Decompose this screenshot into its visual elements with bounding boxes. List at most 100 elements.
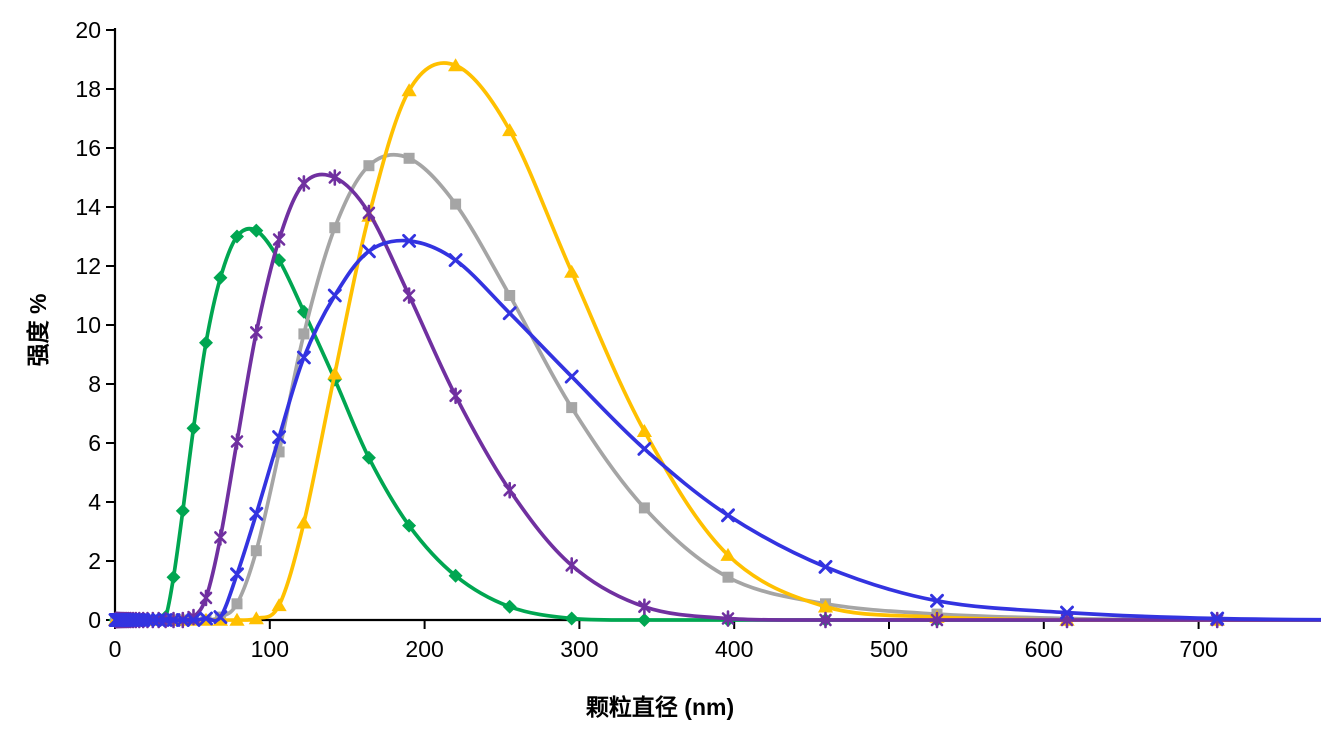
asterisk-marker bbox=[819, 611, 832, 629]
gold-triangle-series-line bbox=[113, 61, 1321, 623]
x-marker bbox=[213, 610, 228, 625]
triangle-marker bbox=[271, 598, 287, 612]
asterisk-marker bbox=[565, 557, 578, 574]
triangle-marker bbox=[817, 599, 834, 613]
diamond-marker bbox=[175, 503, 190, 518]
x-marker bbox=[296, 350, 311, 365]
x-tick-label: 700 bbox=[1179, 636, 1217, 662]
x-marker bbox=[186, 613, 201, 627]
square-marker bbox=[450, 198, 462, 210]
x-marker bbox=[402, 233, 417, 248]
y-tick-label: 6 bbox=[88, 430, 101, 456]
x-marker bbox=[199, 611, 213, 626]
y-tick-label: 8 bbox=[88, 371, 101, 397]
square-marker bbox=[273, 446, 285, 458]
asterisk-marker bbox=[638, 598, 651, 615]
asterisk-marker bbox=[214, 529, 227, 546]
asterisk-marker bbox=[199, 589, 213, 607]
y-axis-title: 强度 % bbox=[25, 293, 51, 367]
triangle-marker bbox=[564, 264, 580, 278]
asterisk-marker bbox=[930, 611, 944, 629]
y-tick-label: 0 bbox=[88, 607, 101, 633]
asterisk-marker bbox=[503, 481, 516, 499]
x-marker bbox=[448, 253, 463, 268]
triangle-marker bbox=[720, 547, 736, 561]
x-marker bbox=[721, 508, 735, 523]
diamond-marker bbox=[361, 450, 376, 465]
asterisk-marker bbox=[272, 231, 286, 248]
triangle-marker bbox=[502, 123, 518, 137]
x-marker bbox=[502, 306, 517, 321]
asterisk-marker bbox=[250, 324, 263, 341]
asterisk-marker bbox=[721, 610, 735, 627]
diamond-marker bbox=[186, 421, 201, 436]
green-diamond-series-line bbox=[113, 226, 1321, 623]
x-marker bbox=[930, 593, 944, 608]
y-tick-label: 18 bbox=[75, 76, 101, 102]
x-marker bbox=[1060, 605, 1074, 620]
x-marker bbox=[136, 613, 151, 627]
diamond-marker bbox=[448, 568, 463, 583]
blue-x-series-markers bbox=[108, 233, 1225, 627]
y-tick-label: 14 bbox=[75, 194, 101, 220]
asterisk-marker bbox=[362, 204, 376, 222]
square-marker bbox=[638, 502, 650, 514]
x-marker bbox=[1210, 611, 1225, 626]
x-tick-label: 500 bbox=[870, 636, 908, 662]
x-marker bbox=[230, 567, 244, 582]
x-marker bbox=[361, 244, 376, 259]
asterisk-marker bbox=[297, 175, 311, 192]
x-marker bbox=[249, 506, 264, 521]
diamond-marker bbox=[502, 599, 517, 614]
x-marker bbox=[272, 430, 287, 445]
triangle-marker bbox=[636, 424, 652, 437]
y-tick-label: 20 bbox=[75, 17, 101, 43]
square-marker bbox=[250, 545, 262, 557]
diamond-marker bbox=[199, 335, 213, 350]
square-marker bbox=[298, 328, 310, 340]
square-marker bbox=[722, 571, 734, 583]
x-axis-title: 颗粒直径 (nm) bbox=[585, 694, 735, 720]
square-marker bbox=[329, 222, 341, 234]
diamond-marker bbox=[166, 570, 181, 585]
diamond-marker bbox=[230, 229, 244, 244]
x-tick-label: 600 bbox=[1025, 636, 1063, 662]
y-tick-label: 10 bbox=[75, 312, 101, 338]
asterisk-marker bbox=[328, 169, 342, 186]
square-marker bbox=[231, 598, 243, 610]
x-marker bbox=[327, 288, 342, 303]
asterisk-marker bbox=[449, 387, 462, 405]
x-marker bbox=[637, 441, 652, 456]
diamond-marker bbox=[402, 518, 417, 533]
square-marker bbox=[363, 160, 375, 172]
triangle-marker bbox=[327, 366, 343, 380]
diamond-marker bbox=[637, 613, 652, 627]
triangle-marker bbox=[296, 515, 312, 529]
triangle-marker bbox=[248, 611, 264, 625]
triangle-marker bbox=[401, 83, 417, 97]
y-tick-label: 4 bbox=[88, 489, 101, 515]
x-marker bbox=[175, 613, 190, 627]
asterisk-marker bbox=[230, 433, 244, 450]
x-tick-label: 0 bbox=[109, 636, 122, 662]
x-marker bbox=[564, 369, 579, 384]
square-marker bbox=[566, 402, 578, 414]
diamond-marker bbox=[249, 223, 264, 238]
diamond-marker bbox=[564, 611, 579, 626]
x-tick-label: 300 bbox=[560, 636, 598, 662]
y-tick-label: 16 bbox=[75, 135, 101, 161]
y-tick-label: 2 bbox=[88, 548, 101, 574]
triangle-marker bbox=[229, 612, 245, 626]
square-marker bbox=[403, 152, 415, 164]
x-marker bbox=[818, 559, 833, 574]
asterisk-marker bbox=[402, 287, 416, 304]
x-tick-label: 100 bbox=[251, 636, 289, 662]
diamond-marker bbox=[213, 270, 228, 285]
x-tick-label: 400 bbox=[715, 636, 753, 662]
x-tick-label: 200 bbox=[405, 636, 443, 662]
triangle-marker bbox=[448, 58, 464, 72]
y-tick-label: 12 bbox=[75, 253, 101, 279]
square-marker bbox=[504, 290, 516, 301]
